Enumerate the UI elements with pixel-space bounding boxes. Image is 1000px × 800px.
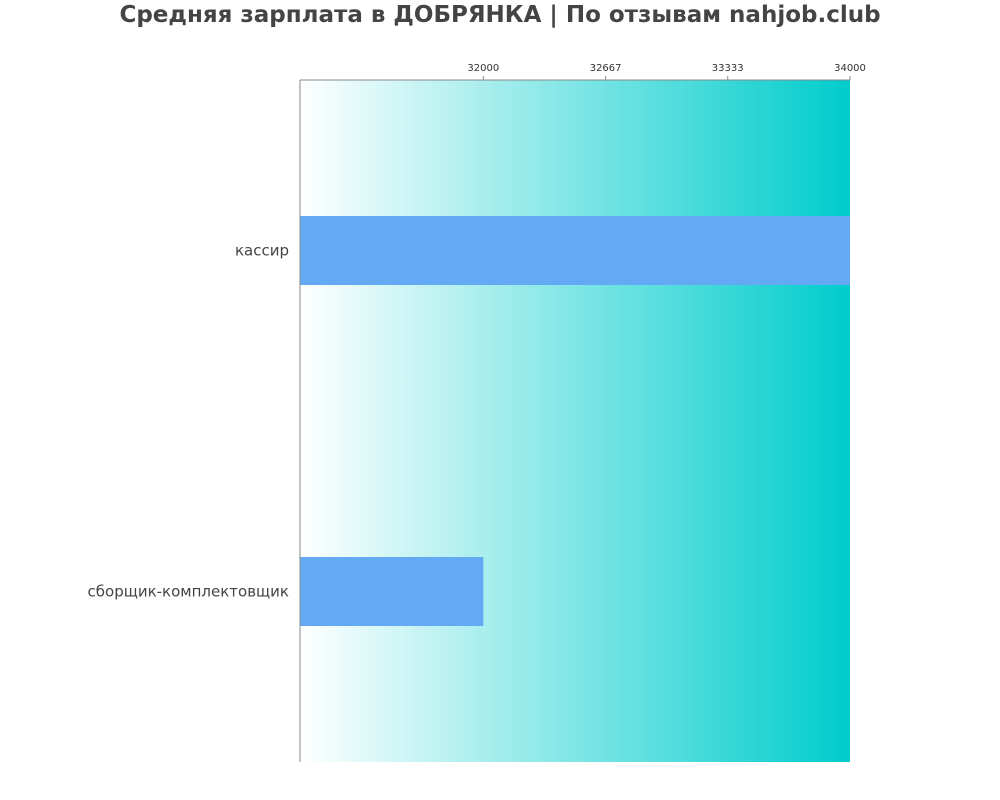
x-tick-label: 33333 (712, 63, 744, 74)
bar (300, 216, 850, 285)
x-tick-label: 32667 (590, 63, 622, 74)
plot-background (300, 80, 850, 762)
bar (300, 557, 484, 626)
category-label: сборщик-комплектовщик (88, 583, 289, 601)
chart-title: Средняя зарплата в ДОБРЯНКА | По отзывам… (119, 2, 881, 28)
x-tick-label: 32000 (467, 63, 499, 74)
x-tick-label: 34000 (834, 63, 866, 74)
category-label: кассир (235, 242, 289, 260)
